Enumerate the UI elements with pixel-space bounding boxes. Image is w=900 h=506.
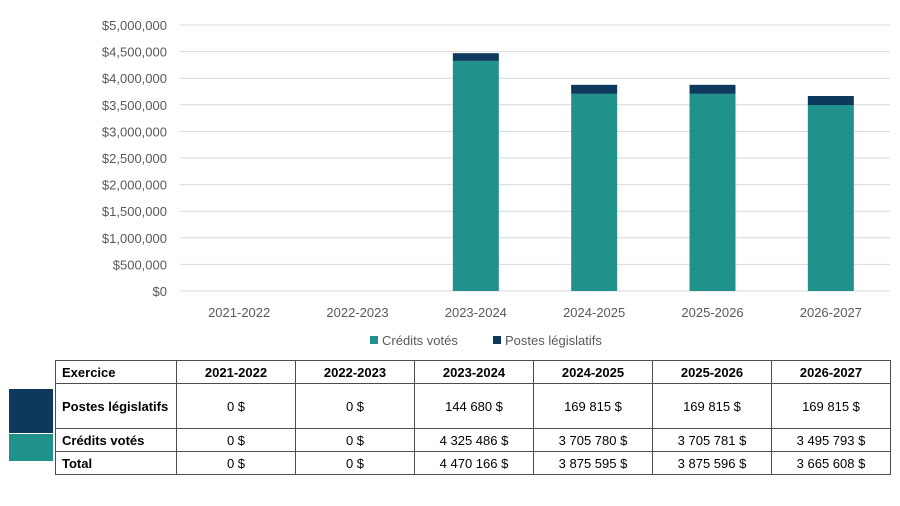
table-cell: 3 705 780 $ <box>533 428 653 452</box>
table-row: Crédits votés 0 $ 0 $ 4 325 486 $ 3 705 … <box>55 428 891 452</box>
y-axis-ticks: $5,000,000 $4,500,000 $4,000,000 $3,500,000… <box>102 18 167 299</box>
table-cell: 3 665 608 $ <box>771 451 891 475</box>
table-header-row: Exercice 2021-2022 2022-2023 2023-2024 2… <box>55 360 891 384</box>
table-header-cell: 2026-2027 <box>771 360 891 384</box>
table-cell: 0 $ <box>176 451 296 475</box>
bar-segment-postes-legislatifs <box>807 95 854 106</box>
table-cell: 3 875 596 $ <box>652 451 772 475</box>
legend-swatch-votes <box>370 336 378 344</box>
legend-swatch-table-votes <box>9 434 53 461</box>
y-tick-label: $4,000,000 <box>102 71 167 86</box>
legend-swatch-legislatifs <box>493 336 501 344</box>
table-row: Postes législatifs 0 $ 0 $ 144 680 $ 169… <box>55 383 891 429</box>
table-cell: 169 815 $ <box>771 383 891 429</box>
y-tick-label: $2,000,000 <box>102 178 167 193</box>
bar-segment-credits-votes <box>571 93 618 291</box>
x-tick-label: 2024-2025 <box>563 305 625 320</box>
table-cell: 0 $ <box>295 383 415 429</box>
legend-label-legislatifs: Postes législatifs <box>505 333 602 348</box>
table-row-label: Total <box>55 451 177 475</box>
table-header-cell: 2022-2023 <box>295 360 415 384</box>
stacked-bar-chart: $5,000,000 $4,500,000 $4,000,000 $3,500,000… <box>102 18 890 348</box>
table-header-cell: 2023-2024 <box>414 360 534 384</box>
table-cell: 0 $ <box>176 383 296 429</box>
table-row-label: Crédits votés <box>55 428 177 452</box>
table-cell: 3 705 781 $ <box>652 428 772 452</box>
table-cell: 169 815 $ <box>533 383 653 429</box>
table-cell: 3 875 595 $ <box>533 451 653 475</box>
legend: Crédits votés Postes législatifs <box>370 333 602 348</box>
table-header-cell: 2024-2025 <box>533 360 653 384</box>
y-tick-label: $1,000,000 <box>102 231 167 246</box>
x-tick-label: 2025-2026 <box>681 305 743 320</box>
y-tick-label: $4,500,000 <box>102 45 167 60</box>
x-tick-label: 2026-2027 <box>800 305 862 320</box>
table-cell: 0 $ <box>295 428 415 452</box>
bar-segment-credits-votes <box>452 60 499 292</box>
bar-segment-credits-votes <box>689 93 736 291</box>
gridlines <box>180 24 890 292</box>
x-tick-label: 2023-2024 <box>445 305 507 320</box>
y-tick-label: $3,000,000 <box>102 124 167 139</box>
y-tick-label: $1,500,000 <box>102 204 167 219</box>
table-cell: 144 680 $ <box>414 383 534 429</box>
x-tick-label: 2022-2023 <box>326 305 388 320</box>
table-cell: 0 $ <box>176 428 296 452</box>
table-row-label: Postes législatifs <box>55 383 177 429</box>
table-header-cell: Exercice <box>55 360 177 384</box>
bar-segment-postes-legislatifs <box>689 84 736 94</box>
data-table: Exercice 2021-2022 2022-2023 2023-2024 2… <box>55 360 891 475</box>
table-row: Total 0 $ 0 $ 4 470 166 $ 3 875 595 $ 3 … <box>55 451 891 475</box>
y-tick-label: $2,500,000 <box>102 151 167 166</box>
table-header-cell: 2025-2026 <box>652 360 772 384</box>
table-cell: 0 $ <box>295 451 415 475</box>
bar-segment-postes-legislatifs <box>571 84 618 94</box>
x-axis-ticks: 2021-2022 2022-2023 2023-2024 2024-2025 2025… <box>208 305 862 320</box>
bar-segment-postes-legislatifs <box>452 53 499 61</box>
y-tick-label: $0 <box>153 284 167 299</box>
table-header-cell: 2021-2022 <box>176 360 296 384</box>
table-cell: 3 495 793 $ <box>771 428 891 452</box>
y-tick-label: $3,500,000 <box>102 98 167 113</box>
x-tick-label: 2021-2022 <box>208 305 270 320</box>
legend-label-votes: Crédits votés <box>382 333 458 348</box>
table-cell: 169 815 $ <box>652 383 772 429</box>
bar-segment-credits-votes <box>807 105 854 292</box>
bars <box>452 53 854 292</box>
y-tick-label: $500,000 <box>113 257 167 272</box>
table-cell: 4 470 166 $ <box>414 451 534 475</box>
table-cell: 4 325 486 $ <box>414 428 534 452</box>
legend-swatch-table-legislatifs <box>9 389 53 433</box>
y-tick-label: $5,000,000 <box>102 18 167 33</box>
